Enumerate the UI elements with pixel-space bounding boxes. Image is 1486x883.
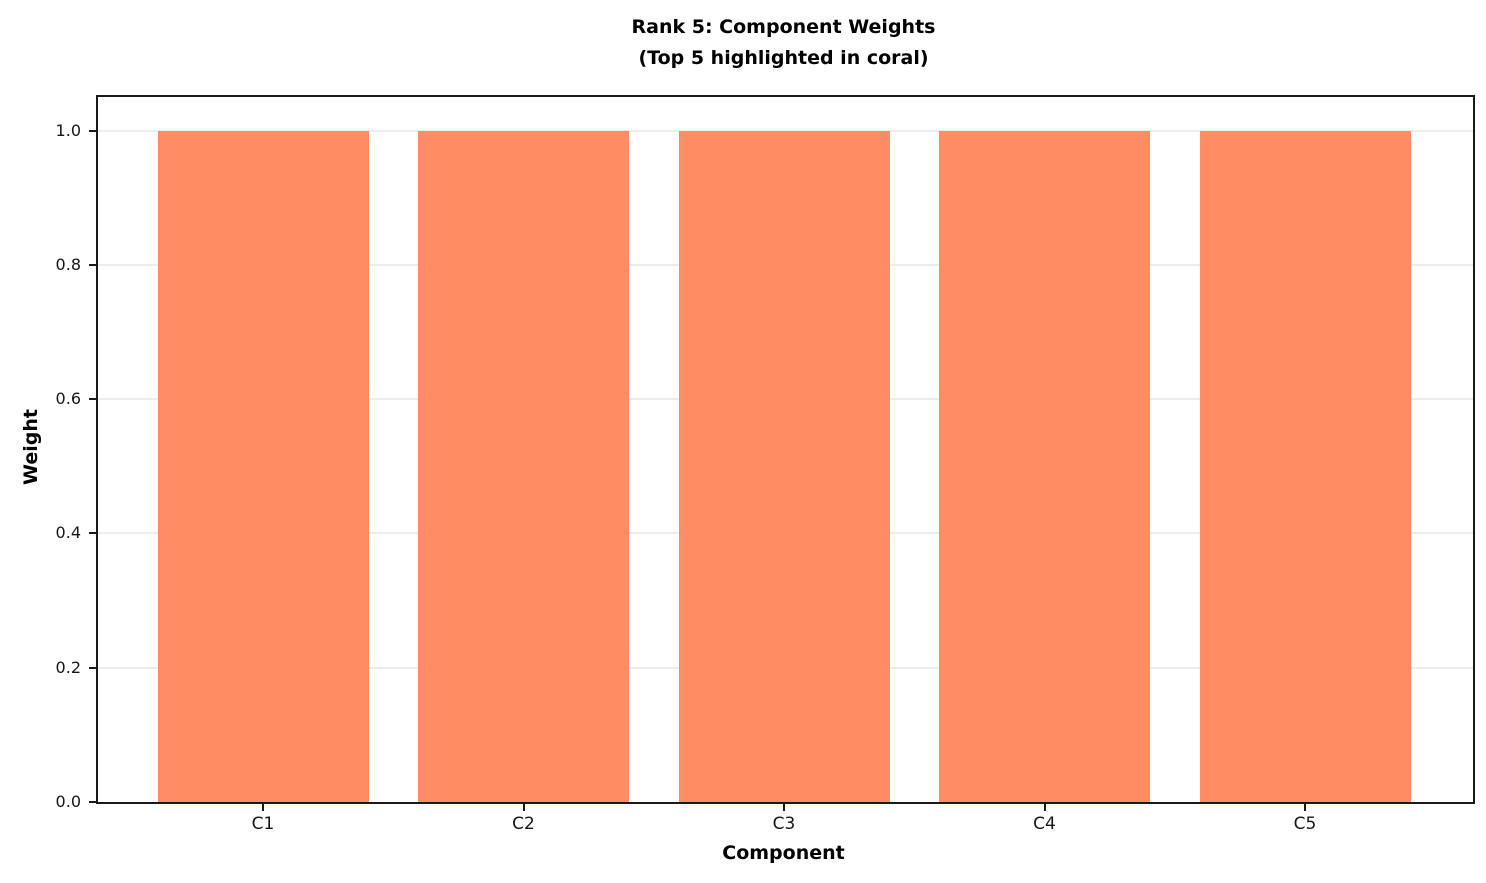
y-tick-mark-0.4 [89, 532, 96, 535]
x-tick-label-C1: C1 [251, 814, 275, 834]
bar-C5 [1199, 130, 1411, 802]
y-tick-label-0.0: 0.0 [55, 792, 81, 811]
x-tick-label-C4: C4 [1033, 814, 1056, 834]
chart-subtitle: (Top 5 highlighted in coral) [638, 47, 929, 69]
chart-title-block: Rank 5: Component Weights (Top 5 highlig… [96, 12, 1471, 74]
chart-title: Rank 5: Component Weights [631, 16, 936, 38]
y-tick-mark-0.8 [89, 263, 96, 266]
plot-area [96, 95, 1475, 804]
x-tick-mark-C4 [1043, 804, 1046, 811]
x-tick-label-C2: C2 [512, 814, 535, 834]
bar-C4 [939, 130, 1150, 802]
y-tick-label-0.2: 0.2 [55, 657, 81, 677]
bar-C2 [418, 130, 629, 802]
x-tick-label-C3: C3 [772, 814, 796, 834]
bar-C3 [678, 130, 890, 802]
y-tick-label-0.6: 0.6 [55, 389, 81, 409]
y-tick-label-0.8: 0.8 [55, 254, 81, 274]
y-tick-mark-0.0 [89, 801, 96, 803]
x-tick-label-C5: C5 [1293, 814, 1317, 834]
y-tick-label-0.4: 0.4 [55, 523, 81, 543]
bar-C1 [157, 130, 369, 802]
y-tick-mark-0.6 [89, 398, 96, 401]
y-tick-mark-1.0 [89, 129, 96, 132]
x-tick-mark-C2 [522, 804, 525, 811]
x-tick-mark-C1 [262, 804, 264, 811]
x-tick-mark-C3 [783, 804, 785, 811]
y-tick-label-1.0: 1.0 [55, 120, 81, 140]
y-tick-mark-0.2 [89, 666, 96, 669]
x-axis-label: Component [722, 842, 845, 864]
x-tick-mark-C5 [1304, 804, 1306, 811]
